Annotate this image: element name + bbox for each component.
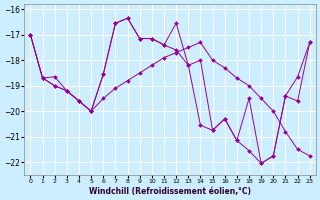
X-axis label: Windchill (Refroidissement éolien,°C): Windchill (Refroidissement éolien,°C): [89, 187, 251, 196]
